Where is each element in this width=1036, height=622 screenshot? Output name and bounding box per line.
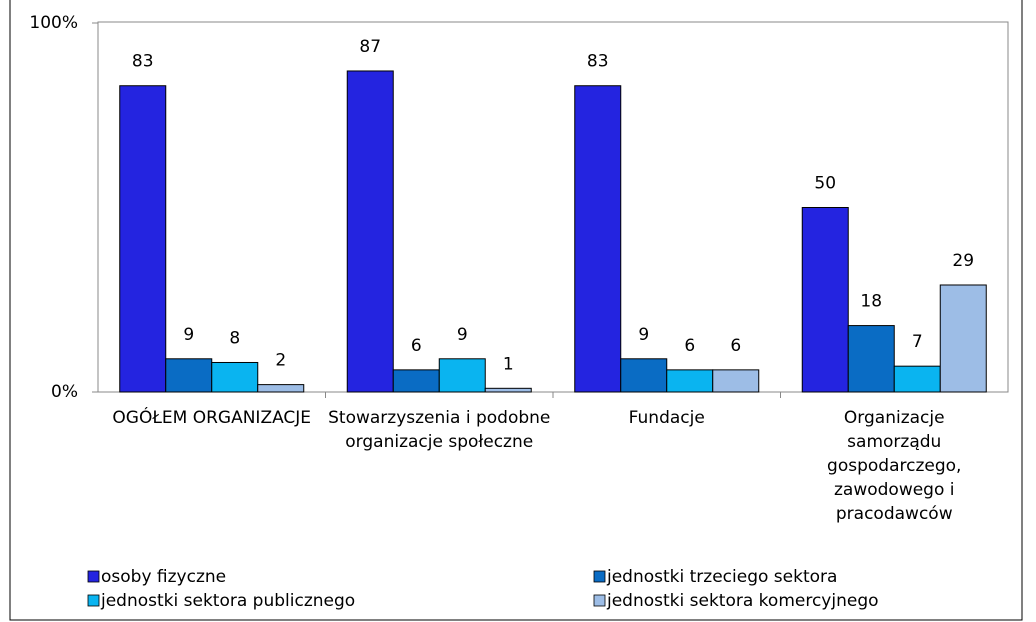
x-tick-label: Organizacje samorządu gospodarczego, zaw… bbox=[827, 408, 962, 524]
bar bbox=[574, 85, 622, 393]
value-label: 9 bbox=[183, 325, 194, 345]
y-tick-label: 100% bbox=[29, 13, 78, 33]
legend-swatch bbox=[87, 570, 100, 583]
bar bbox=[712, 369, 760, 393]
value-label: 6 bbox=[684, 336, 695, 356]
value-label: 1 bbox=[503, 354, 514, 374]
bar bbox=[257, 384, 305, 393]
legend-label: jednostki sektora publicznego bbox=[100, 591, 355, 611]
value-label: 7 bbox=[912, 332, 923, 352]
legend-label: jednostki trzeciego sektora bbox=[606, 567, 837, 587]
chart-frame bbox=[9, 0, 1023, 621]
value-label: 29 bbox=[952, 251, 974, 271]
legend-label: jednostki sektora komercyjnego bbox=[606, 591, 879, 611]
value-label: 18 bbox=[860, 292, 882, 312]
value-label: 6 bbox=[411, 336, 422, 356]
value-label: 83 bbox=[587, 52, 609, 72]
y-tick-label: 0% bbox=[51, 382, 78, 402]
value-label: 50 bbox=[814, 174, 836, 194]
value-label: 9 bbox=[638, 325, 649, 345]
bar bbox=[484, 387, 532, 393]
bar bbox=[847, 325, 895, 393]
bar bbox=[438, 358, 486, 393]
bar bbox=[666, 369, 714, 393]
bar bbox=[939, 284, 987, 393]
legend-swatch bbox=[593, 594, 606, 607]
value-label: 83 bbox=[132, 52, 154, 72]
x-tick-label: Stowarzyszenia i podobne organizacje spo… bbox=[328, 408, 551, 452]
value-label: 87 bbox=[359, 37, 381, 57]
value-label: 8 bbox=[229, 328, 240, 348]
bar bbox=[801, 207, 849, 393]
legend-label: osoby fizyczne bbox=[101, 567, 226, 587]
bar bbox=[893, 365, 941, 393]
legend-swatch bbox=[87, 594, 100, 607]
value-label: 9 bbox=[457, 325, 468, 345]
value-label: 6 bbox=[730, 336, 741, 356]
x-tick-label: OGÓŁEM ORGANIZACJE bbox=[112, 408, 312, 428]
value-label: 2 bbox=[275, 351, 286, 371]
legend-swatch bbox=[593, 570, 606, 583]
bar bbox=[346, 70, 394, 393]
bar bbox=[392, 369, 440, 393]
bar bbox=[165, 358, 213, 393]
bar bbox=[620, 358, 668, 393]
bar bbox=[119, 85, 167, 393]
bar bbox=[211, 361, 259, 393]
x-tick-label: Fundacje bbox=[628, 408, 705, 428]
